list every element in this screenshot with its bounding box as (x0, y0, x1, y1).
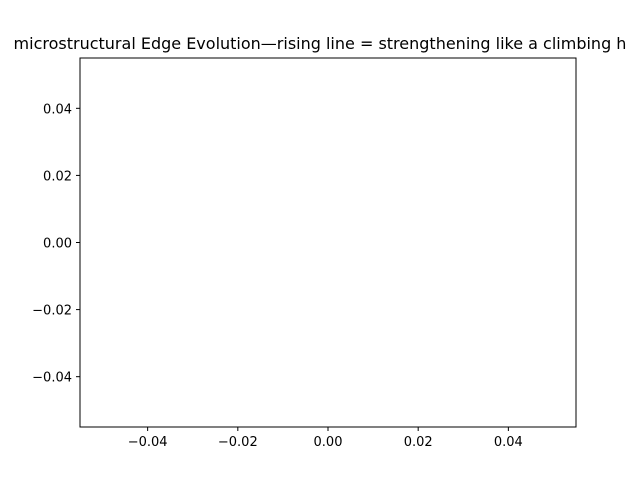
y-tick-label: 0.00 (43, 237, 72, 252)
x-tick-label: 0.04 (494, 435, 523, 450)
x-tick-label: −0.02 (218, 435, 258, 450)
y-tick-label: −0.02 (32, 304, 72, 319)
x-axis: −0.04 −0.02 0.00 0.02 0.04 (128, 427, 523, 450)
chart-title: microstructural Edge Evolution—rising li… (14, 34, 627, 53)
y-tick-label: 0.04 (43, 102, 72, 117)
y-axis: −0.04 −0.02 0.00 0.02 0.04 (32, 102, 80, 386)
x-tick-label: −0.04 (128, 435, 168, 450)
x-tick-label: 0.00 (314, 435, 343, 450)
x-tick-label: 0.02 (404, 435, 433, 450)
y-tick-label: 0.02 (43, 169, 72, 184)
y-tick-label: −0.04 (32, 371, 72, 386)
